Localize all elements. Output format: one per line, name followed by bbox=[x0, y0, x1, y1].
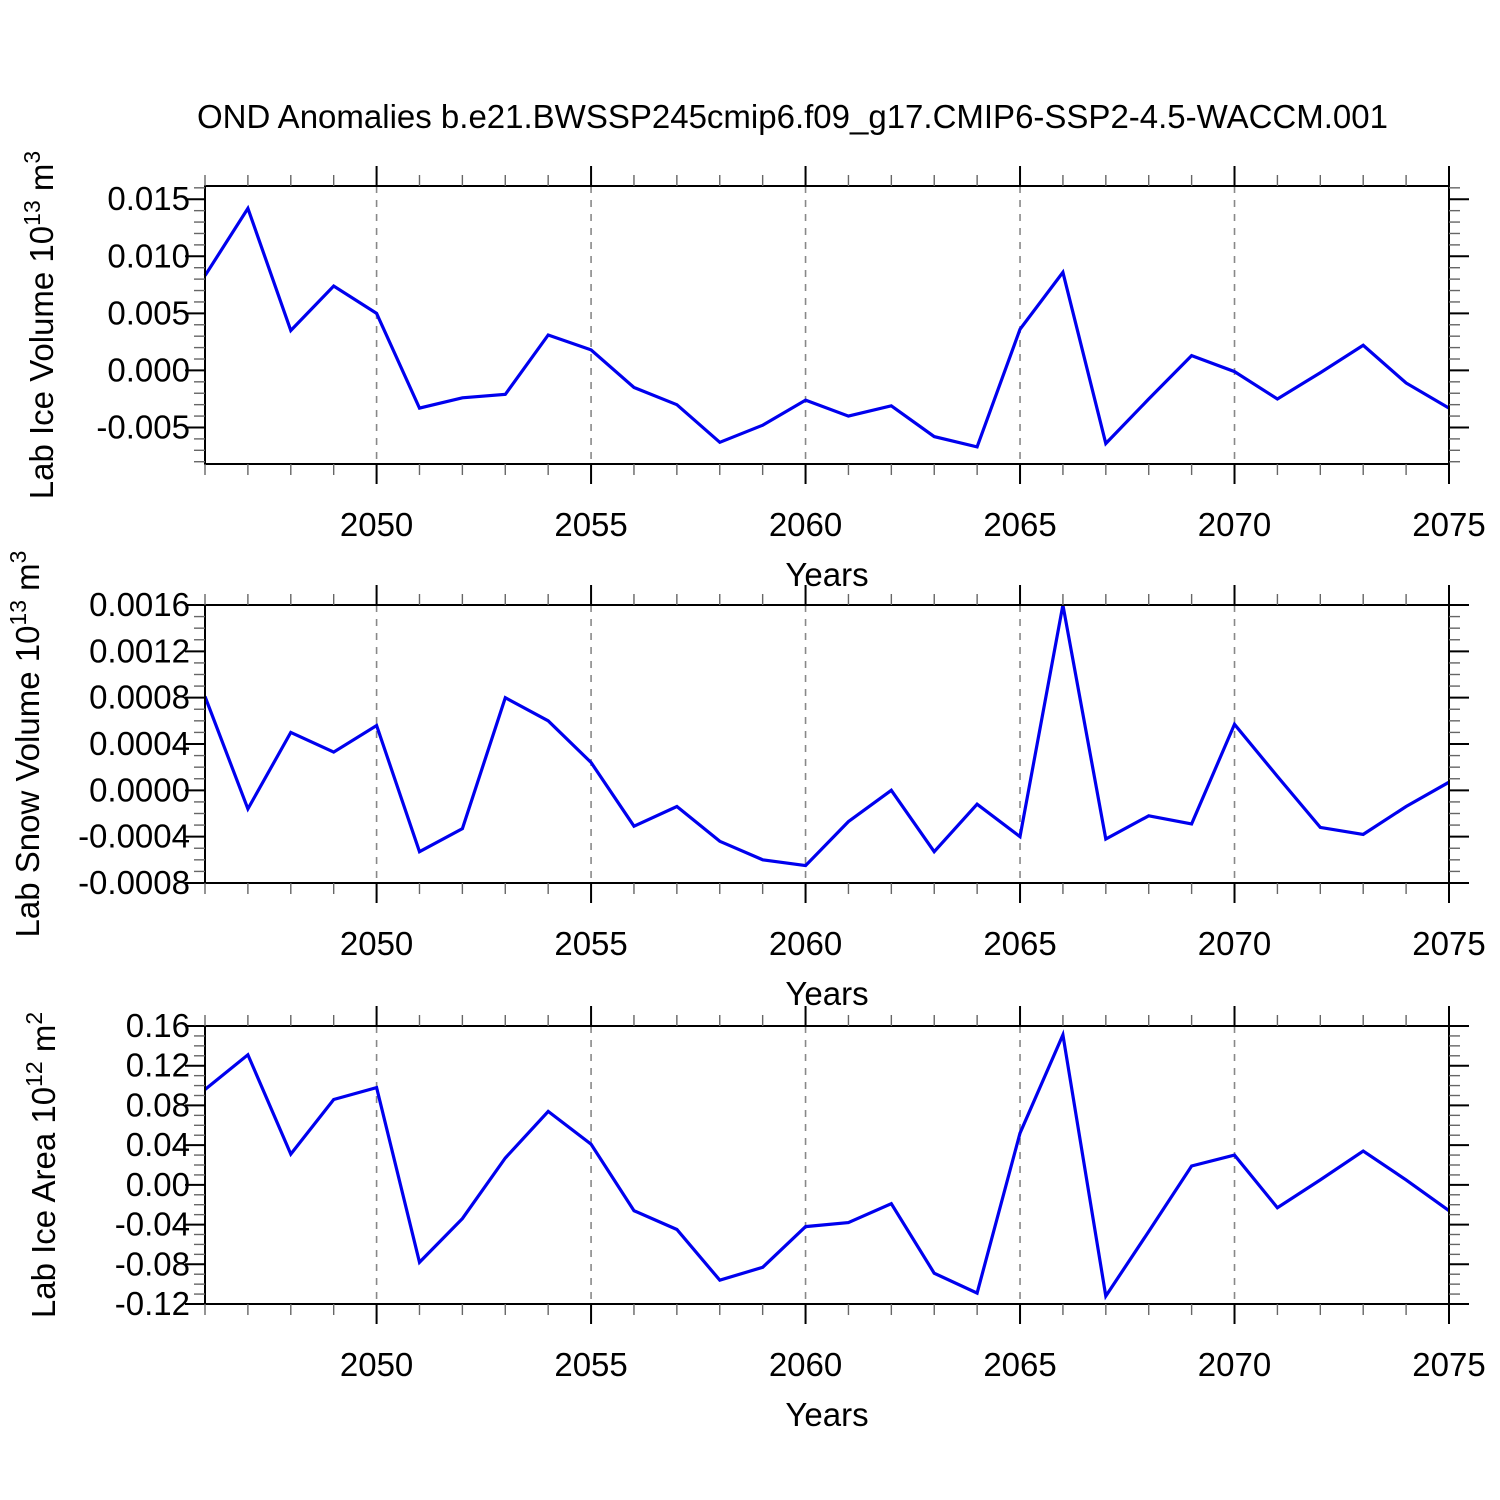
x-tick-label: 2060 bbox=[769, 506, 842, 543]
lab-ice-volume-major-ticks bbox=[185, 166, 1469, 484]
lab-snow-volume-major-ticks bbox=[185, 585, 1469, 903]
lab-ice-area-frame bbox=[204, 1025, 1450, 1305]
lab-ice-volume-y-axis-title: Lab Ice Volume 1013 m3 bbox=[19, 151, 60, 499]
panel-lab-snow-volume: 0.0016 0.0012 0.0008 0.0004 0.0000 -0.0004 -0.… bbox=[5, 551, 1486, 1012]
x-tick-label: 2060 bbox=[769, 1346, 842, 1383]
superscript: 13 bbox=[19, 200, 45, 226]
y-tick-label: 0.0012 bbox=[89, 632, 190, 669]
lab-ice-area-y-axis-title: Lab Ice Area 1012 m2 bbox=[21, 1012, 62, 1318]
x-tick-label: 2070 bbox=[1198, 1346, 1271, 1383]
y-tick-label: -0.0004 bbox=[78, 818, 190, 855]
lab-ice-volume-x-tick-labels: 2050 2055 2060 2065 2070 2075 bbox=[340, 506, 1486, 543]
y-tick-label: 0.015 bbox=[107, 180, 190, 217]
y-tick-label: -0.08 bbox=[115, 1245, 190, 1282]
x-tick-label: 2075 bbox=[1412, 1346, 1485, 1383]
lab-ice-area-major-ticks bbox=[185, 1006, 1469, 1324]
x-tick-label: 2055 bbox=[554, 506, 627, 543]
lab-ice-area-y-tick-labels: 0.160.120.080.040.00-0.04-0.08-0.12 bbox=[115, 1007, 190, 1322]
superscript: 3 bbox=[19, 151, 45, 164]
y-tick-label: 0.00 bbox=[126, 1166, 190, 1203]
y-tick-label: 0.000 bbox=[107, 351, 190, 388]
lab-snow-volume-x-tick-labels: 2050 2055 2060 2065 2070 2075 bbox=[340, 925, 1486, 962]
lab-ice-area-x-axis-title: Years bbox=[785, 1396, 868, 1433]
lab-ice-volume-gridlines bbox=[375, 186, 1236, 464]
x-tick-label: 2065 bbox=[983, 1346, 1056, 1383]
superscript: 12 bbox=[21, 1061, 47, 1087]
x-tick-label: 2050 bbox=[340, 1346, 413, 1383]
lab-ice-volume-minor-ticks bbox=[194, 175, 1460, 475]
lab-ice-volume-y-tick-labels: 0.015 0.010 0.005 0.000 -0.005 bbox=[96, 180, 190, 445]
y-tick-label: 0.04 bbox=[126, 1126, 190, 1163]
y-tick-label: 0.0004 bbox=[89, 725, 190, 762]
y-tick-label: -0.005 bbox=[96, 408, 190, 445]
x-tick-label: 2070 bbox=[1198, 506, 1271, 543]
x-tick-label: 2050 bbox=[340, 925, 413, 962]
x-tick-label: 2065 bbox=[983, 925, 1056, 962]
x-tick-label: 2055 bbox=[554, 1346, 627, 1383]
lab-snow-volume-y-axis-title: Lab Snow Volume 1013 m3 bbox=[5, 551, 46, 938]
lab-ice-volume-series-line bbox=[203, 204, 1450, 449]
lab-snow-volume-gridlines bbox=[375, 605, 1236, 883]
y-tick-label: 0.0016 bbox=[89, 586, 190, 623]
y-tick-label: -0.04 bbox=[115, 1206, 190, 1243]
lab-snow-volume-series-line bbox=[203, 604, 1450, 868]
y-tick-label: 0.0000 bbox=[89, 771, 190, 808]
lab-snow-volume-minor-ticks bbox=[194, 594, 1460, 894]
lab-snow-volume-y-tick-labels: 0.0016 0.0012 0.0008 0.0004 0.0000 -0.0004 -0.… bbox=[78, 586, 190, 901]
lab-ice-area-series-line bbox=[203, 1029, 1450, 1301]
x-tick-label: 2075 bbox=[1412, 506, 1485, 543]
lab-snow-volume-frame bbox=[204, 604, 1450, 884]
y-tick-label: 0.0008 bbox=[89, 679, 190, 716]
chart-title: OND Anomalies b.e21.BWSSP245cmip6.f09_g1… bbox=[197, 98, 1388, 135]
lab-ice-area-gridlines bbox=[375, 1026, 1236, 1304]
lab-ice-volume-x-axis-title: Years bbox=[785, 556, 868, 593]
x-tick-label: 2055 bbox=[554, 925, 627, 962]
superscript: 13 bbox=[5, 600, 31, 626]
x-tick-label: 2060 bbox=[769, 925, 842, 962]
y-tick-label: -0.12 bbox=[115, 1285, 190, 1322]
y-tick-label: 0.16 bbox=[126, 1007, 190, 1044]
superscript: 3 bbox=[5, 551, 31, 564]
lab-ice-area-minor-ticks bbox=[194, 1015, 1460, 1315]
y-tick-label: 0.12 bbox=[126, 1047, 190, 1084]
lab-ice-volume-frame bbox=[204, 185, 1450, 465]
x-tick-label: 2065 bbox=[983, 506, 1056, 543]
y-tick-label: 0.08 bbox=[126, 1086, 190, 1123]
x-tick-label: 2075 bbox=[1412, 925, 1485, 962]
y-tick-label: 0.005 bbox=[107, 294, 190, 331]
y-tick-label: 0.010 bbox=[107, 237, 190, 274]
x-tick-label: 2050 bbox=[340, 506, 413, 543]
lab-ice-area-x-tick-labels: 2050 2055 2060 2065 2070 2075 bbox=[340, 1346, 1486, 1383]
y-tick-label: -0.0008 bbox=[78, 864, 190, 901]
superscript: 2 bbox=[21, 1012, 47, 1025]
lab-snow-volume-x-axis-title: Years bbox=[785, 975, 868, 1012]
x-tick-label: 2070 bbox=[1198, 925, 1271, 962]
